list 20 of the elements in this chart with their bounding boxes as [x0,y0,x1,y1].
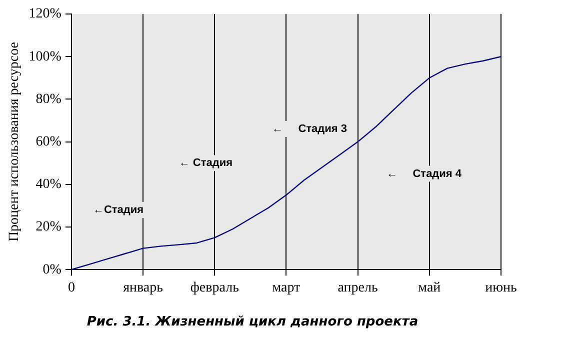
y-tick-label: 40% [36,177,62,192]
x-tick-label: март [272,280,300,296]
x-tick-label: июнь [485,280,517,296]
x-tick-label: 0 [68,280,75,296]
x-tick-label: май [418,280,442,296]
y-tick-label: 0% [42,262,62,278]
annotation: ← Стадия [178,157,233,170]
x-tick-label: февраль [190,280,239,296]
y-axis-title: Процент использования ресурсое [7,42,22,242]
y-tick-label: 80% [36,92,62,107]
x-tick-label: апрель [338,280,378,296]
y-tick-label: 100% [28,49,62,64]
y-tick-label: 120% [28,6,62,22]
y-tick-label: 20% [36,220,62,235]
text: Рис. 3.1. Жизненный цикл данного проекта [86,314,418,330]
x-tick-label: январь [123,280,164,296]
annotation: ← Стадия 4 [386,168,462,180]
annotation: ← Стадия 3 [272,123,347,136]
annotation: ←Стадия [92,204,144,216]
y-tick-label: 60% [36,134,62,150]
